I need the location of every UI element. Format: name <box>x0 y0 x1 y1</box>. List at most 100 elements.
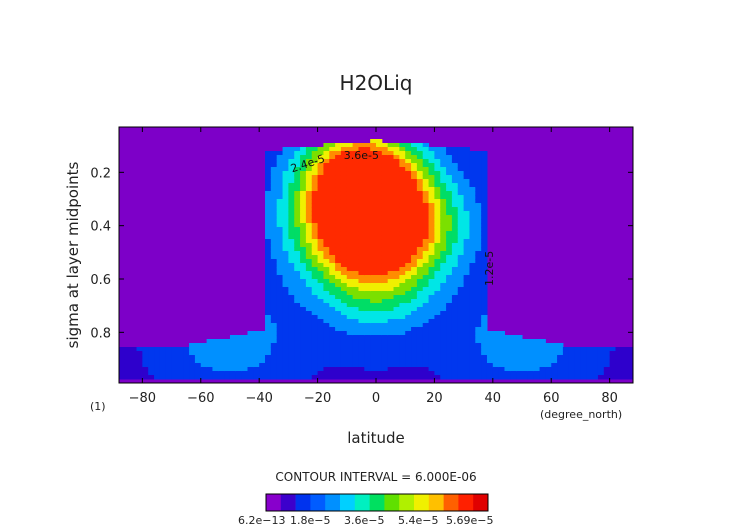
contour-cell <box>183 375 190 380</box>
contour-cell <box>422 191 430 196</box>
contour-cell <box>288 287 295 292</box>
contour-cell <box>317 303 324 308</box>
contour-cell <box>288 311 295 316</box>
contour-cell <box>381 275 389 280</box>
contour-cell <box>340 231 348 236</box>
contour-cell <box>335 315 342 320</box>
contour-cell <box>451 351 459 356</box>
contour-cell <box>481 347 488 352</box>
contour-cell <box>329 235 336 240</box>
contour-cell <box>539 359 546 364</box>
contour-cell <box>399 199 406 204</box>
contour-cell <box>376 359 383 364</box>
contour-cell <box>288 199 295 204</box>
contour-cell <box>300 223 307 228</box>
contour-cell <box>364 327 371 332</box>
contour-cell <box>358 295 365 300</box>
contour-cell <box>323 351 330 356</box>
contour-cell <box>516 343 523 348</box>
contour-cell <box>364 175 371 180</box>
contour-cell <box>411 211 418 216</box>
contour-cell <box>311 163 319 168</box>
colorbar-swatch <box>295 494 311 511</box>
contour-cell <box>428 251 435 256</box>
contour-cell <box>364 375 371 380</box>
contour-cell <box>346 263 354 268</box>
contour-cell <box>282 203 289 208</box>
contour-cell <box>469 331 476 336</box>
contour-cell <box>422 267 430 272</box>
contour-cell <box>399 319 406 324</box>
contour-cell <box>323 319 330 324</box>
contour-cell <box>451 279 459 284</box>
contour-cell <box>276 351 284 356</box>
contour-cell <box>364 207 371 212</box>
contour-cell <box>416 203 424 208</box>
contour-cell <box>411 303 418 308</box>
contour-cell <box>270 299 278 304</box>
contour-cell <box>300 255 307 260</box>
contour-cell <box>586 347 593 352</box>
contour-cell <box>457 215 465 220</box>
contour-cell <box>300 343 307 348</box>
contour-cell <box>393 359 400 364</box>
contour-cell <box>364 363 371 368</box>
contour-cell <box>352 163 359 168</box>
contour-cell <box>364 223 371 228</box>
contour-cell <box>434 171 441 176</box>
contour-cell <box>294 307 301 312</box>
contour-cell <box>124 363 132 368</box>
contour-cell <box>422 275 430 280</box>
contour-cell <box>463 291 470 296</box>
contour-cell <box>621 347 628 352</box>
contour-cell <box>533 355 541 360</box>
contour-cell <box>399 339 406 344</box>
contour-cell <box>294 235 301 240</box>
contour-cell <box>265 219 272 224</box>
contour-cell <box>370 355 377 360</box>
colorbar-swatch <box>399 494 415 511</box>
contour-cell <box>317 335 324 340</box>
contour-cell <box>317 275 324 280</box>
contour-cell <box>206 343 213 348</box>
contour-cell <box>405 243 412 248</box>
contour-cell <box>557 355 564 360</box>
contour-cell <box>370 163 377 168</box>
contour-cell <box>597 363 605 368</box>
contour-cell <box>311 295 319 300</box>
colorbar-swatch <box>340 494 356 511</box>
contour-cell <box>481 279 488 284</box>
contour-cell <box>194 351 202 356</box>
contour-cell <box>434 263 441 268</box>
contour-cell <box>475 339 482 344</box>
contour-cell <box>428 155 435 160</box>
contour-cell <box>422 363 430 368</box>
contour-cell <box>235 371 243 376</box>
contour-cell <box>498 355 505 360</box>
contour-cell <box>533 375 541 380</box>
contour-cell <box>434 155 441 160</box>
contour-cell <box>416 351 424 356</box>
contour-cell <box>352 167 359 172</box>
contour-cell <box>411 199 418 204</box>
contour-cell <box>446 151 453 156</box>
contour-cell <box>294 315 301 320</box>
contour-cell <box>422 299 430 304</box>
contour-cell <box>305 331 313 336</box>
contour-cell <box>405 291 412 296</box>
contour-cell <box>370 223 377 228</box>
contour-cell <box>451 343 459 348</box>
contour-cell <box>294 359 301 364</box>
contour-cell <box>282 207 289 212</box>
contour-cell <box>393 363 400 368</box>
contour-cell <box>335 275 342 280</box>
contour-cell <box>498 375 505 380</box>
contour-cell <box>527 351 535 356</box>
contour-cell <box>317 271 324 276</box>
contour-cell <box>329 227 336 232</box>
contour-cell <box>235 339 243 344</box>
contour-cell <box>311 263 319 268</box>
contour-cell <box>428 211 435 216</box>
contour-cell <box>305 363 313 368</box>
contour-cell <box>475 371 482 376</box>
